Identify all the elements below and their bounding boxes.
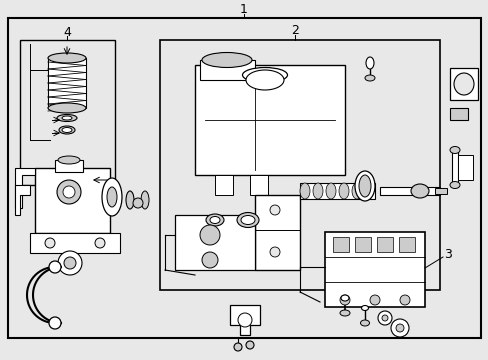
Bar	[354, 237, 370, 252]
Ellipse shape	[202, 53, 251, 68]
Ellipse shape	[141, 191, 149, 209]
Circle shape	[58, 251, 82, 275]
Circle shape	[95, 238, 105, 248]
Bar	[449, 68, 477, 100]
Bar	[200, 60, 254, 80]
Circle shape	[369, 295, 379, 305]
Circle shape	[399, 295, 409, 305]
Circle shape	[49, 317, 61, 329]
Circle shape	[269, 247, 280, 257]
Bar	[299, 183, 374, 199]
Circle shape	[64, 257, 76, 269]
Ellipse shape	[361, 306, 368, 310]
Polygon shape	[15, 185, 30, 215]
Polygon shape	[15, 168, 35, 208]
Ellipse shape	[325, 183, 335, 199]
Ellipse shape	[48, 53, 86, 63]
Ellipse shape	[339, 310, 349, 316]
Ellipse shape	[312, 183, 323, 199]
Circle shape	[63, 186, 75, 198]
Ellipse shape	[58, 156, 80, 164]
Ellipse shape	[205, 214, 224, 226]
Ellipse shape	[351, 183, 361, 199]
Ellipse shape	[338, 183, 348, 199]
Ellipse shape	[245, 70, 284, 90]
Ellipse shape	[242, 68, 287, 82]
Circle shape	[390, 319, 408, 337]
Text: 2: 2	[290, 23, 298, 36]
Bar	[30, 233, 120, 253]
Circle shape	[200, 225, 220, 245]
Ellipse shape	[354, 171, 374, 201]
Circle shape	[395, 324, 403, 332]
Ellipse shape	[365, 57, 373, 69]
Bar	[55, 160, 83, 172]
Bar	[48, 58, 86, 108]
Ellipse shape	[57, 114, 77, 122]
Bar	[434, 188, 446, 194]
Circle shape	[49, 261, 61, 273]
Ellipse shape	[234, 343, 242, 351]
Ellipse shape	[126, 191, 134, 209]
Bar	[175, 215, 254, 270]
Bar	[379, 187, 439, 195]
Bar	[449, 108, 467, 120]
Ellipse shape	[360, 320, 369, 326]
Ellipse shape	[340, 295, 348, 301]
Bar	[249, 175, 267, 195]
Text: 3: 3	[443, 248, 451, 261]
Bar	[457, 155, 472, 180]
Ellipse shape	[237, 212, 259, 228]
Ellipse shape	[62, 116, 72, 120]
Ellipse shape	[107, 187, 117, 207]
Text: 4: 4	[63, 26, 71, 39]
Bar	[160, 40, 439, 290]
Bar	[451, 150, 457, 185]
Ellipse shape	[48, 103, 86, 113]
Bar	[332, 237, 348, 252]
Ellipse shape	[449, 147, 459, 153]
Ellipse shape	[449, 181, 459, 189]
Bar	[195, 65, 345, 175]
Ellipse shape	[59, 126, 75, 134]
Circle shape	[381, 315, 387, 321]
Circle shape	[377, 311, 391, 325]
Ellipse shape	[62, 127, 72, 132]
Ellipse shape	[299, 183, 309, 199]
Bar	[215, 175, 232, 195]
Bar	[254, 195, 299, 270]
Ellipse shape	[241, 216, 254, 225]
Ellipse shape	[102, 178, 122, 216]
Bar	[8, 18, 480, 338]
Circle shape	[133, 198, 142, 208]
Ellipse shape	[410, 184, 428, 198]
Polygon shape	[229, 305, 260, 335]
Circle shape	[202, 252, 218, 268]
Ellipse shape	[364, 75, 374, 81]
Bar	[20, 40, 115, 185]
Circle shape	[339, 295, 349, 305]
Ellipse shape	[358, 175, 370, 197]
Ellipse shape	[209, 216, 220, 224]
Circle shape	[269, 205, 280, 215]
Circle shape	[45, 238, 55, 248]
Bar	[325, 232, 424, 307]
Ellipse shape	[245, 341, 253, 349]
Circle shape	[238, 313, 251, 327]
Text: 1: 1	[240, 3, 247, 15]
Bar	[35, 168, 110, 233]
Circle shape	[57, 180, 81, 204]
Ellipse shape	[453, 73, 473, 95]
Bar	[398, 237, 414, 252]
Bar	[376, 237, 392, 252]
